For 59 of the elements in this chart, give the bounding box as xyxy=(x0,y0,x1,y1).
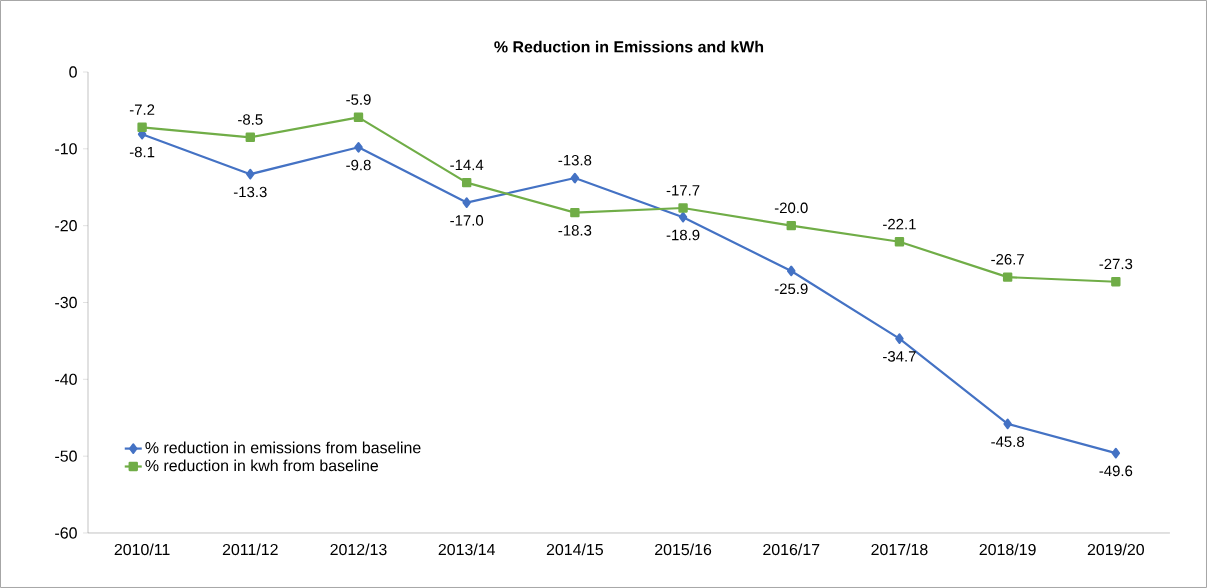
data-label: -13.8 xyxy=(558,154,592,166)
x-tick-label: 2011/12 xyxy=(222,543,278,556)
y-tick-label: -30 xyxy=(55,296,77,309)
data-label: -13.3 xyxy=(233,186,267,198)
y-tick-label: -50 xyxy=(55,450,77,462)
point xyxy=(678,211,688,223)
chart-title: % Reduction in Emissions and kWh xyxy=(494,40,764,53)
data-label: -26.7 xyxy=(991,254,1024,265)
data-label: -18.9 xyxy=(666,229,700,241)
y-tick-label: -40 xyxy=(55,373,77,385)
x-tick-label: 2019/20 xyxy=(1087,543,1144,556)
data-label: -9.8 xyxy=(346,159,371,171)
legend-label: % reduction in emissions from baseline xyxy=(145,441,421,454)
point xyxy=(678,203,688,213)
y-tick-label: -10 xyxy=(55,143,77,155)
point xyxy=(895,333,904,344)
y-tick-label: -20 xyxy=(55,220,77,232)
point xyxy=(1002,272,1013,282)
x-tick-label: 2013/14 xyxy=(438,543,495,556)
data-label: -17.7 xyxy=(666,185,700,196)
data-label: -8.1 xyxy=(129,146,155,158)
legend-label: % reduction in kwh from baseline xyxy=(145,459,379,472)
x-tick-label: 2010/11 xyxy=(114,543,170,556)
data-label: -34.7 xyxy=(883,351,916,362)
data-label: -49.6 xyxy=(1099,465,1133,477)
x-tick-label: 2017/18 xyxy=(871,543,928,556)
point xyxy=(137,122,147,132)
point xyxy=(353,112,364,123)
x-tick-label: 2016/17 xyxy=(763,543,820,556)
data-label: -5.9 xyxy=(346,94,371,105)
y-tick-label: 0 xyxy=(69,66,77,78)
point xyxy=(1111,447,1121,459)
data-label: -14.4 xyxy=(450,159,484,171)
point xyxy=(461,177,472,188)
data-label: -8.5 xyxy=(238,114,263,125)
data-label: -17.0 xyxy=(450,215,484,226)
point xyxy=(354,141,363,153)
point xyxy=(1111,277,1121,287)
x-tick-label: 2014/15 xyxy=(546,543,603,556)
point xyxy=(570,172,580,184)
point xyxy=(787,265,796,277)
point xyxy=(786,220,796,231)
data-label: -25.9 xyxy=(774,283,808,295)
point xyxy=(245,132,255,142)
point xyxy=(894,237,905,247)
point xyxy=(462,197,471,208)
data-label: -18.3 xyxy=(558,225,592,236)
data-label: -20.0 xyxy=(774,202,808,214)
data-label: -22.1 xyxy=(883,218,916,230)
y-tick-label: -60 xyxy=(55,527,77,539)
data-label: -27.3 xyxy=(1099,258,1133,270)
data-label: -7.2 xyxy=(129,104,155,115)
x-tick-label: 2018/19 xyxy=(979,543,1036,556)
data-label: -45.8 xyxy=(991,436,1025,447)
point xyxy=(246,168,255,180)
x-tick-label: 2012/13 xyxy=(330,543,387,556)
x-tick-label: 2015/16 xyxy=(655,543,712,556)
point xyxy=(1003,418,1012,430)
point xyxy=(570,207,580,218)
